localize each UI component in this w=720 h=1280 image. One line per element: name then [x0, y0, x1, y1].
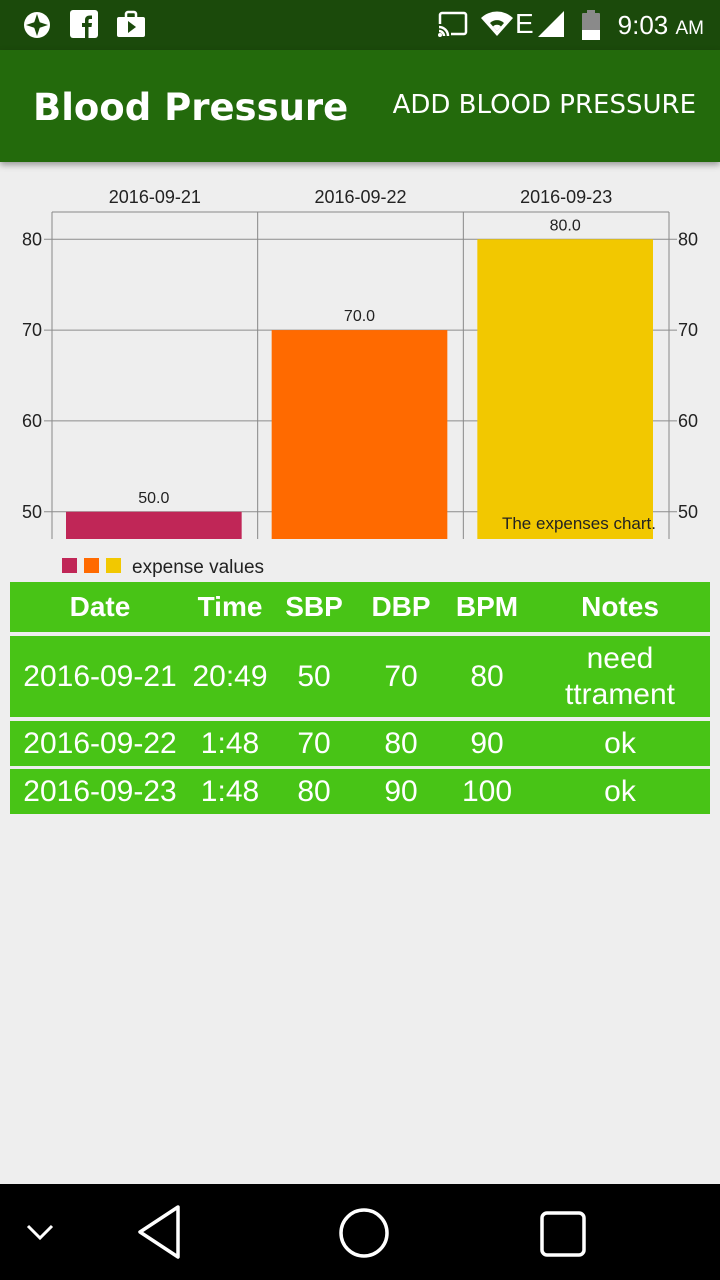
cast-icon [437, 10, 469, 43]
back-icon[interactable] [136, 1204, 184, 1265]
table-cell: 20:49 [192, 659, 268, 693]
home-icon[interactable] [338, 1207, 390, 1264]
table-cell: 90 [470, 726, 504, 760]
signal-icon [536, 10, 566, 43]
battery-icon [582, 10, 600, 45]
y-tick-label-left: 80 [22, 229, 42, 249]
status-time: 9:03 AM [618, 10, 704, 41]
table-cell: 80 [297, 774, 331, 808]
table-cell: ok [604, 774, 636, 808]
y-tick-label-left: 60 [22, 411, 42, 431]
table-row[interactable]: 2016-09-21 20:49 50 70 80 need ttrament [10, 636, 710, 717]
table-row[interactable]: 2016-09-23 1:48 80 90 100 ok [10, 769, 710, 814]
bar [271, 330, 448, 539]
nav-bar [0, 1184, 720, 1280]
table-cell: 2016-09-23 [23, 774, 177, 808]
table-cell: 2016-09-21 [23, 659, 177, 693]
y-tick-label-left: 50 [22, 502, 42, 522]
network-type-label: E [515, 8, 534, 39]
table-cell: 2016-09-22 [23, 726, 177, 760]
table-cell: 80 [470, 659, 504, 693]
bar [66, 511, 242, 539]
app-bar: Blood Pressure ADD BLOOD PRESSURE [0, 50, 720, 162]
y-tick-label-right: 70 [678, 320, 698, 340]
table-cell: need ttrament [564, 641, 676, 711]
legend-swatch [62, 558, 77, 573]
blood-pressure-chart: 50 50 60 60 70 70 80 80 2016-09-21 2016-09-22 2016… [0, 162, 720, 582]
y-tick-label-right: 60 [678, 411, 698, 431]
y-tick-label-left: 70 [22, 320, 42, 340]
column-header: Notes [581, 591, 659, 623]
bar-value-label: 80.0 [550, 217, 581, 234]
time-ampm: AM [675, 18, 705, 39]
table-cell: 90 [384, 774, 418, 808]
x-tick-label: 2016-09-23 [520, 187, 612, 207]
bar-value-label: 70.0 [344, 308, 375, 325]
legend-swatch [106, 558, 121, 573]
x-tick-label: 2016-09-22 [314, 187, 406, 207]
column-header: Time [197, 591, 263, 623]
table-row[interactable]: 2016-09-22 1:48 70 80 90 ok [10, 721, 710, 766]
recents-icon[interactable] [539, 1210, 587, 1263]
legend-label: expense values [132, 557, 264, 578]
table-cell: 1:48 [200, 726, 260, 760]
column-header: SBP [285, 591, 343, 623]
chevron-down-icon[interactable] [26, 1222, 54, 1247]
legend-swatch [84, 558, 99, 573]
column-header: Date [69, 591, 131, 623]
column-header: DBP [371, 591, 431, 623]
status-bar: E 9:03 AM [0, 0, 720, 50]
wifi-icon [480, 10, 514, 43]
table-cell: 80 [384, 726, 418, 760]
table-cell: 100 [461, 774, 513, 808]
table-cell: 50 [297, 659, 331, 693]
page-title: Blood Pressure [33, 86, 349, 129]
y-tick-label-right: 80 [678, 229, 698, 249]
bar [477, 239, 653, 539]
chart-svg: 50 50 60 60 70 70 80 80 2016-09-21 2016-09-22 2016… [22, 187, 698, 578]
bar-value-label: 50.0 [138, 490, 169, 507]
add-blood-pressure-button[interactable]: ADD BLOOD PRESSURE [392, 90, 696, 120]
y-tick-label-right: 50 [678, 502, 698, 522]
table-cell: 1:48 [200, 774, 260, 808]
table-cell: 70 [297, 726, 331, 760]
x-tick-label: 2016-09-21 [109, 187, 201, 207]
column-header: BPM [455, 591, 519, 623]
store-icon [116, 10, 146, 43]
time-value: 9:03 [617, 10, 669, 40]
table-header-row: Date Time SBP DBP BPM Notes [10, 582, 710, 632]
table-cell: 70 [384, 659, 418, 693]
shutter-app-icon [22, 10, 52, 45]
chart-description: The expenses chart. [502, 514, 656, 533]
table-cell: ok [604, 726, 636, 760]
facebook-icon [70, 10, 98, 43]
